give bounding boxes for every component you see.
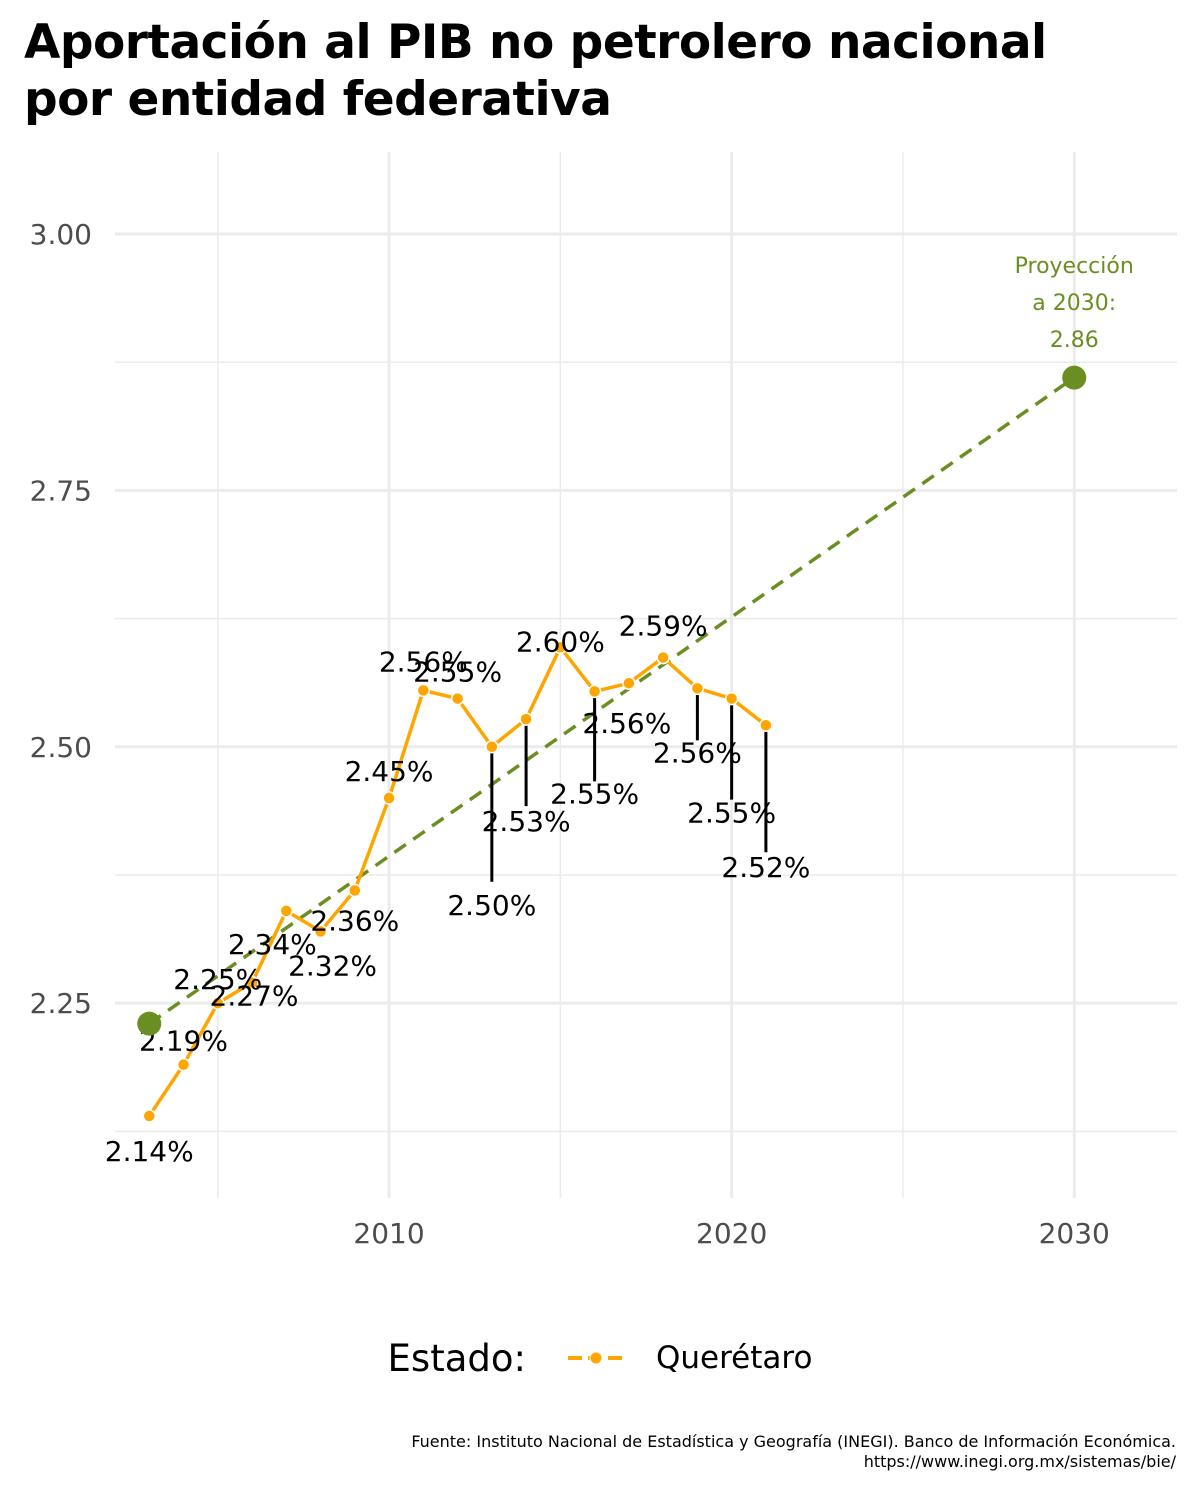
data-label: 2.60% [516,625,605,658]
data-label: 2.14% [105,1135,194,1168]
x-tick-label: 2020 [696,1217,767,1250]
data-label: 2.34% [228,928,317,961]
series-line-queretaro [147,645,767,1117]
data-point [382,791,396,805]
data-point [759,718,773,732]
data-point [724,691,739,706]
chart-title-line-2: por entidad federativa [24,72,612,127]
trend-start-point [137,1011,162,1036]
y-tick-label: 3.00 [30,218,92,251]
legend-title: Estado: [387,1336,526,1380]
y-tick-label: 2.25 [30,987,92,1020]
data-label: 2.27% [210,980,299,1013]
data-point [176,1057,191,1072]
chart-title-line-1: Aportación al PIB no petrolero nacional [24,15,1047,70]
data-label: 2.45% [345,755,434,788]
legend: Estado: Querétaro [0,1328,1200,1388]
data-label: 2.56% [582,707,671,740]
data-label: 2.55% [413,656,502,689]
data-point [211,996,225,1010]
trend-line [148,376,1076,1026]
projection-point [1062,365,1087,390]
data-point [519,712,533,726]
x-tick-label: 2010 [353,1217,424,1250]
data-label: 2.53% [482,805,571,838]
projection-label: a 2030: [1032,291,1116,316]
legend-series-label: Querétaro [655,1340,813,1376]
chart-title: Aportación al PIB no petrolero nacional … [24,14,1174,128]
source-caption: Fuente: Instituto Nacional de Estadístic… [411,1432,1176,1472]
data-label: 2.36% [310,904,399,937]
y-tick-label: 2.75 [30,474,92,507]
projection-label: Proyección [1015,254,1134,279]
data-label: 2.32% [288,949,377,982]
data-point [485,740,499,754]
source-caption-line-2: https://www.inegi.org.mx/sistemas/bie/ [863,1452,1176,1471]
data-point [553,640,568,655]
data-point [279,904,294,918]
data-label: 2.56% [379,645,468,678]
projection-label: 2.86 [1050,328,1099,353]
data-point [656,650,670,665]
data-point [245,975,259,990]
data-label: 2.59% [619,610,708,643]
data-label: 2.50% [447,889,536,922]
data-point [348,883,362,898]
x-tick-label: 2030 [1039,1217,1110,1250]
data-label: 2.55% [550,777,639,810]
data-label: 2.55% [687,797,776,830]
data-point [690,681,705,696]
data-point [142,1109,157,1123]
data-point [622,676,636,690]
data-label: 2.52% [721,851,810,884]
source-caption-line-1: Fuente: Instituto Nacional de Estadístic… [411,1432,1176,1451]
data-label: 2.25% [173,963,262,996]
data-point [416,683,431,698]
data-label: 2.56% [653,736,742,769]
data-point [587,684,602,699]
y-tick-label: 2.50 [30,731,92,764]
data-point [313,924,328,939]
legend-line-key-icon [567,1351,624,1365]
data-point [450,691,465,706]
